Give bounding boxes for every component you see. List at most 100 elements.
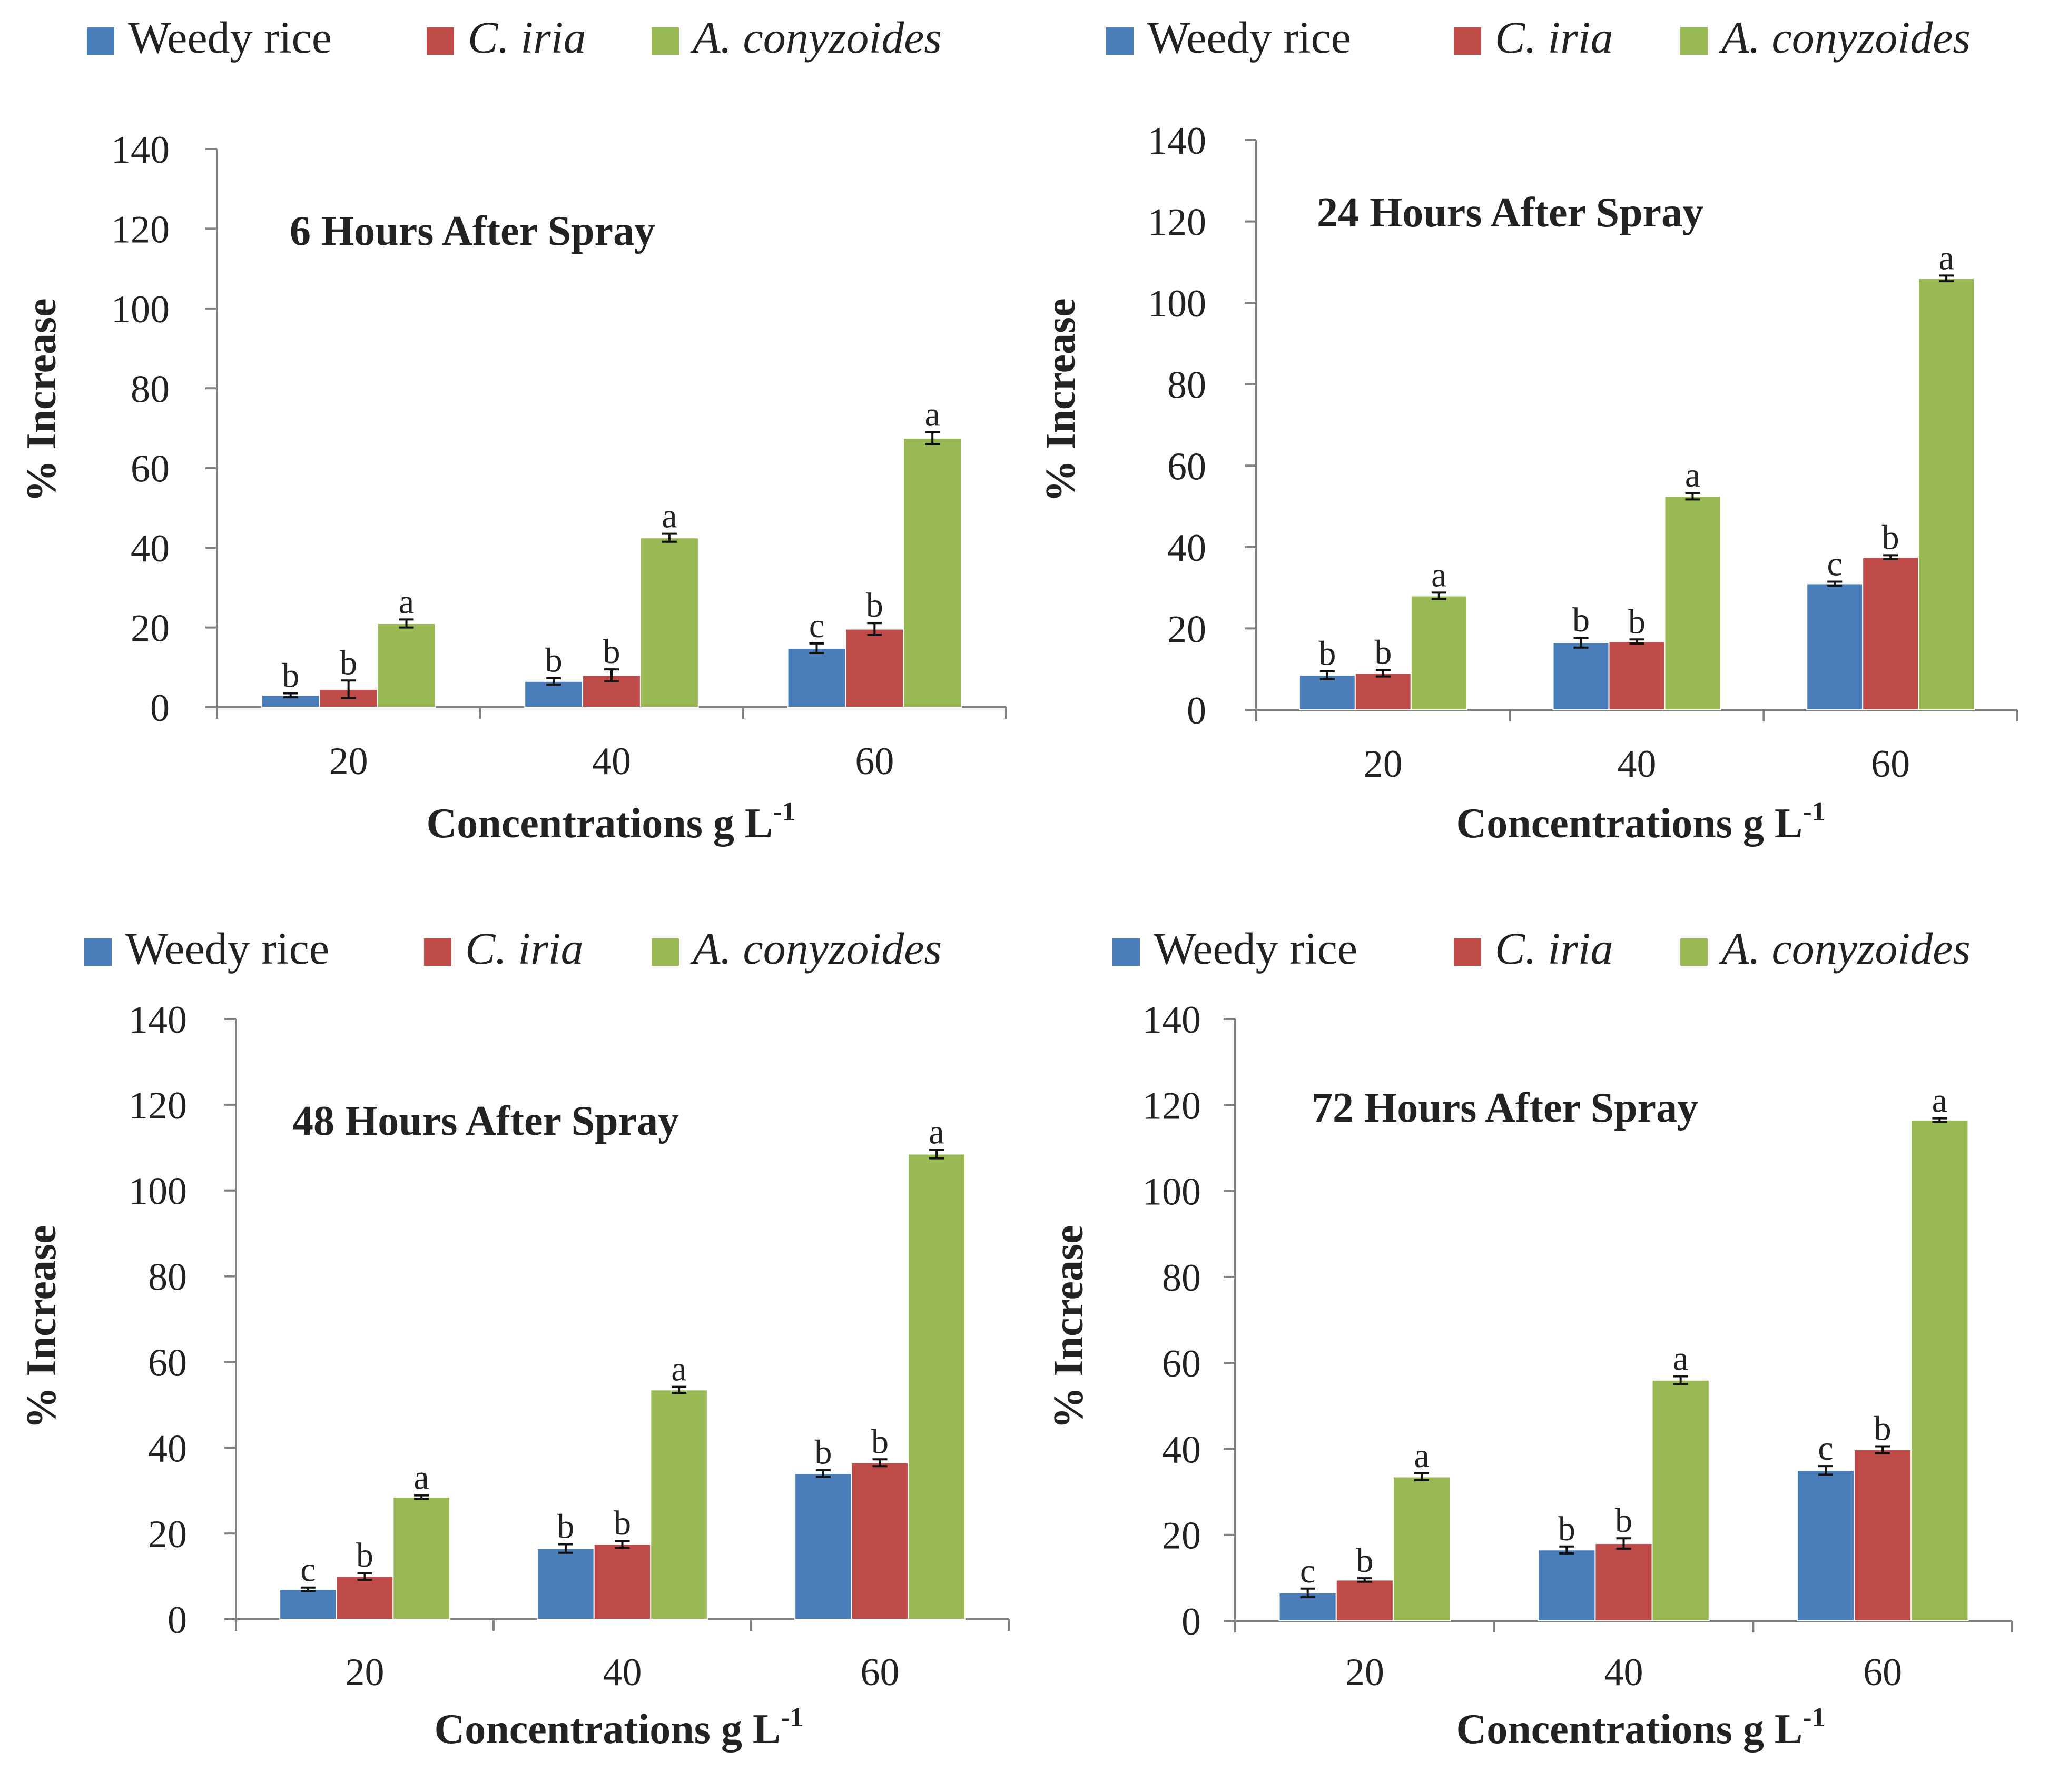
error-bar	[558, 1543, 573, 1554]
y-axis-title: % Increase	[18, 1225, 65, 1429]
significance-label: c	[1300, 1552, 1315, 1590]
legend-swatch-2	[1454, 938, 1481, 966]
legend-swatch-1	[87, 27, 114, 55]
x-tick-label: 20	[346, 1651, 385, 1694]
error-bar	[1616, 1537, 1631, 1550]
significance-label: b	[814, 1433, 832, 1472]
significance-label: b	[603, 632, 620, 671]
legend-label: C. iria	[465, 923, 584, 974]
y-tick-label: 140	[111, 128, 170, 172]
error-bar	[604, 668, 619, 682]
significance-label: a	[925, 395, 940, 434]
y-tick-label: 120	[129, 1084, 187, 1127]
y-axis-title: % Increase	[18, 298, 65, 502]
significance-label: b	[1874, 1410, 1892, 1448]
bar-weedy-rice	[794, 1473, 852, 1620]
legend: Weedy rice C. iria A. conyzoides	[84, 923, 942, 974]
significance-label: b	[1882, 518, 1899, 557]
legend-swatch-1	[84, 938, 112, 966]
y-tick-label: 120	[1148, 201, 1206, 244]
x-tick-label: 40	[603, 1651, 642, 1694]
error-bar	[414, 1494, 429, 1500]
error-bar	[1883, 554, 1898, 561]
x-tick-label: 20	[1345, 1651, 1384, 1694]
significance-label: a	[662, 497, 677, 536]
error-bar	[1300, 1587, 1315, 1599]
x-tick-label: 60	[855, 740, 894, 783]
x-axis-title-text: Concentrations g L	[1456, 1706, 1802, 1753]
significance-label: a	[1673, 1339, 1688, 1378]
x-tick-label: 40	[1618, 742, 1657, 786]
error-bar	[1827, 580, 1843, 587]
y-tick-label: 60	[131, 448, 170, 491]
legend-label: Weedy rice	[1154, 923, 1357, 974]
x-axis-title-superscript: -1	[781, 1702, 803, 1732]
bar-a-conyzoides	[639, 537, 699, 708]
chart-title: 6 Hours After Spray	[290, 208, 655, 254]
significance-label: c	[1818, 1429, 1833, 1468]
significance-label: b	[1356, 1541, 1373, 1580]
bar-a-conyzoides	[392, 1496, 450, 1620]
significance-label: a	[1685, 456, 1700, 494]
error-bar	[399, 618, 414, 629]
legend-label: Weedy rice	[125, 923, 329, 974]
y-tick-label: 80	[148, 1256, 187, 1299]
bar-c-iria	[1354, 672, 1412, 711]
x-axis-title-text: Concentrations g L	[1456, 800, 1802, 847]
y-tick-label: 40	[148, 1427, 187, 1470]
error-bar	[1357, 1577, 1372, 1583]
error-bar	[546, 677, 561, 686]
error-bar	[1818, 1465, 1833, 1476]
legend-swatch-2	[1454, 27, 1481, 55]
error-bar	[300, 1586, 316, 1592]
x-tick-label: 60	[1863, 1651, 1902, 1694]
y-tick-label: 0	[1181, 1600, 1201, 1644]
significance-label: a	[1932, 1082, 1947, 1120]
error-bar	[1932, 1117, 1947, 1123]
x-axis-title: Concentrations g L-1	[434, 1702, 803, 1753]
significance-label: b	[614, 1504, 631, 1542]
significance-label: b	[1318, 635, 1336, 673]
y-tick-label: 40	[131, 527, 170, 570]
chart-title: 24 Hours After Spray	[1317, 190, 1703, 236]
significance-label: b	[557, 1508, 574, 1546]
significance-label: a	[1938, 239, 1954, 277]
error-bar	[357, 1572, 372, 1581]
bar-weedy-rice	[787, 647, 846, 708]
error-bar	[1875, 1445, 1890, 1454]
bar-weedy-rice	[279, 1589, 337, 1620]
error-bar	[1685, 492, 1700, 501]
chart-panel-2: Weedy rice C. iria A. conyzoides 24 Hours A…	[1038, 12, 2018, 847]
legend-swatch-2	[427, 27, 454, 55]
significance-label: b	[1558, 1510, 1575, 1548]
legend-swatch-3	[1680, 27, 1708, 55]
y-tick-label: 100	[129, 1170, 187, 1213]
x-tick-label: 40	[1604, 1651, 1643, 1694]
significance-label: c	[809, 607, 824, 645]
y-tick-label: 20	[1167, 608, 1206, 651]
legend-swatch-3	[652, 938, 679, 966]
y-tick-label: 140	[1142, 998, 1201, 1042]
legend: Weedy rice C. iria A. conyzoides	[1106, 12, 1971, 63]
y-tick-label: 80	[1162, 1256, 1201, 1300]
x-tick-label: 20	[1364, 742, 1403, 786]
significance-label: a	[929, 1113, 944, 1151]
legend-label: C. iria	[1495, 12, 1613, 63]
significance-label: b	[356, 1536, 373, 1575]
error-bar	[1319, 670, 1335, 681]
bar-c-iria	[845, 628, 904, 708]
error-bar	[1673, 1375, 1688, 1385]
bar-a-conyzoides	[650, 1389, 708, 1620]
bar-c-iria	[336, 1576, 394, 1620]
significance-label: a	[1431, 556, 1446, 594]
bar-a-conyzoides	[1410, 595, 1467, 710]
significance-label: b	[1374, 633, 1392, 671]
error-bar	[815, 1469, 831, 1478]
bar-a-conyzoides	[903, 437, 962, 708]
significance-label: b	[1615, 1501, 1632, 1540]
x-tick-label: 60	[1871, 742, 1910, 786]
y-tick-label: 140	[1148, 120, 1206, 163]
y-tick-label: 0	[1187, 689, 1206, 732]
bar-weedy-rice	[1806, 583, 1864, 711]
error-bar	[929, 1149, 944, 1160]
